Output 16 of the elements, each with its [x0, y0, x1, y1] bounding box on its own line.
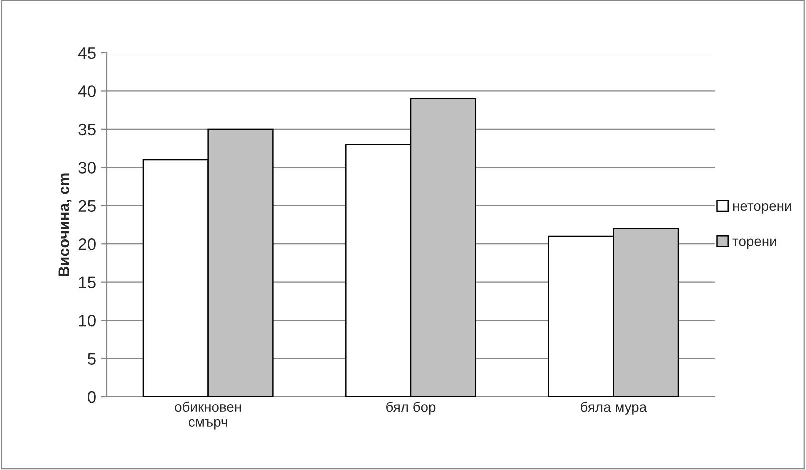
y-axis-title: Височина, cm	[58, 174, 72, 276]
y-tick-label: 15	[79, 276, 96, 289]
y-tick-label: 20	[78, 238, 96, 250]
y-tick-label: 40	[78, 86, 96, 98]
y-tick-label: 25	[78, 200, 96, 212]
y-tick-label: 35	[78, 124, 96, 136]
y-tick-label: 10	[79, 314, 96, 327]
y-tick-label: 0	[88, 391, 96, 404]
y-tick-label: 5	[88, 353, 96, 365]
legend-label: неторени	[733, 204, 792, 214]
x-tick-label: бяла мура	[581, 402, 648, 415]
x-tick-label: обикновен смърч	[175, 402, 242, 430]
y-tick-label: 30	[78, 162, 96, 174]
legend-label: торени	[732, 238, 776, 250]
x-tick-label: бял бор	[386, 402, 436, 415]
y-tick-label: 45	[78, 48, 96, 60]
